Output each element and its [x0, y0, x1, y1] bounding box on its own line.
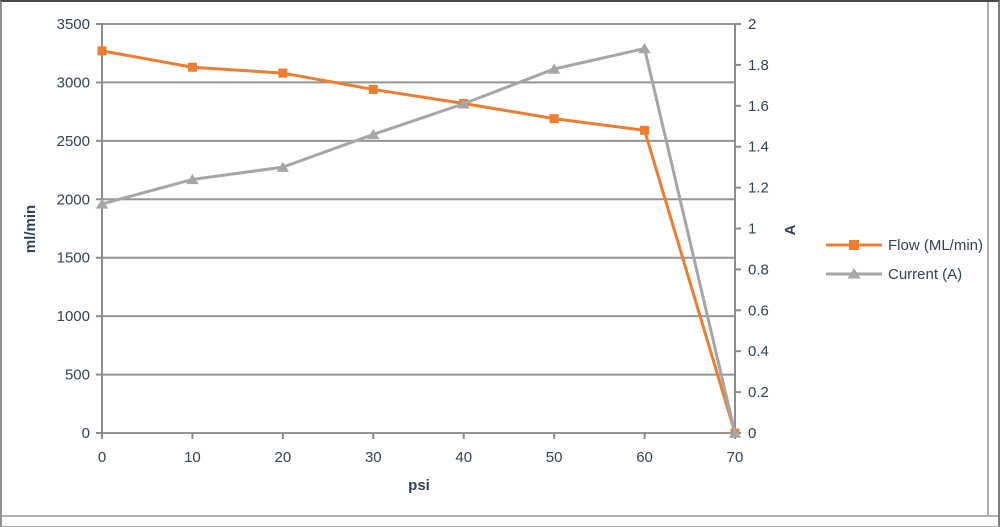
x-axis-tick-label: 70	[727, 449, 744, 466]
right-axis-title: A	[782, 224, 799, 235]
right-axis-tick-label: 1.8	[748, 57, 769, 74]
series-layer	[95, 43, 742, 438]
x-axis-tick-label: 30	[365, 449, 382, 466]
current-line	[101, 46, 737, 434]
x-axis-title: psi	[408, 477, 430, 494]
right-axis-tick-label: 2	[748, 16, 756, 33]
series-current	[95, 43, 742, 438]
current-data-point-marker	[728, 427, 742, 438]
flow-line	[101, 49, 737, 434]
left-axis-tick-label: 2500	[57, 133, 90, 150]
x-axis-tick-label: 20	[275, 449, 292, 466]
left-axis-tick-label: 2000	[57, 191, 90, 208]
series-flow	[97, 46, 740, 438]
flow-data-point-marker	[187, 62, 197, 72]
right-axis-tick-label: 0	[748, 425, 756, 442]
flow-legend-square-marker-icon	[849, 240, 859, 250]
current-data-point-marker	[276, 161, 290, 172]
right-axis-tick-label: 0.6	[748, 302, 769, 319]
flow-legend-label: Flow (ML/min)	[888, 237, 983, 254]
right-axis-tick-label: 1	[748, 221, 756, 238]
tick-labels-layer: 050010001500200025003000350000.20.40.60.…	[57, 16, 769, 466]
gridlines-layer	[102, 23, 735, 434]
axes-layer	[101, 24, 736, 433]
right-axis-tick-label: 1.6	[748, 98, 769, 115]
current-data-point-marker	[95, 198, 109, 209]
current-legend-label: Current (A)	[888, 266, 962, 283]
left-axis-tick-label: 1000	[57, 308, 90, 325]
x-axis-tick-label: 50	[546, 449, 563, 466]
right-axis-tick-label: 1.2	[748, 180, 769, 197]
left-axis-tick-label: 3500	[57, 16, 90, 33]
flow-data-point-marker	[97, 46, 107, 56]
x-axis-tick-label: 60	[636, 449, 653, 466]
current-data-point-marker	[367, 128, 380, 140]
left-axis-tick-label: 0	[82, 425, 90, 442]
x-axis-tick-label: 40	[455, 449, 472, 466]
current-data-point-marker	[638, 43, 651, 54]
current-data-point-marker	[547, 63, 561, 74]
x-axis-tick-label: 0	[98, 449, 106, 466]
right-axis-tick-label: 0.8	[748, 261, 769, 278]
current-legend-triangle-marker-icon	[847, 268, 861, 279]
flow-data-point-marker	[640, 125, 650, 135]
ticks-layer	[96, 23, 741, 439]
legend-item-flow: Flow (ML/min)	[826, 237, 983, 254]
left-axis-tick-label: 3000	[57, 74, 90, 91]
legend: Flow (ML/min) Current (A)	[826, 237, 983, 283]
x-axis-tick-label: 10	[184, 449, 201, 466]
flow-data-point-marker	[368, 84, 378, 94]
flow-data-point-marker	[549, 114, 559, 124]
left-axis-tick-label: 1500	[57, 250, 90, 267]
current-data-point-marker	[186, 173, 199, 185]
legend-item-current: Current (A)	[826, 266, 962, 283]
current-data-point-marker	[457, 98, 470, 109]
left-axis-title: ml/min	[22, 205, 39, 253]
right-axis-tick-label: 0.2	[748, 384, 769, 401]
right-axis-tick-label: 1.4	[748, 139, 769, 156]
left-axis-tick-label: 500	[65, 367, 90, 384]
flow-data-point-marker	[278, 68, 288, 78]
right-axis-tick-label: 0.4	[748, 343, 769, 360]
